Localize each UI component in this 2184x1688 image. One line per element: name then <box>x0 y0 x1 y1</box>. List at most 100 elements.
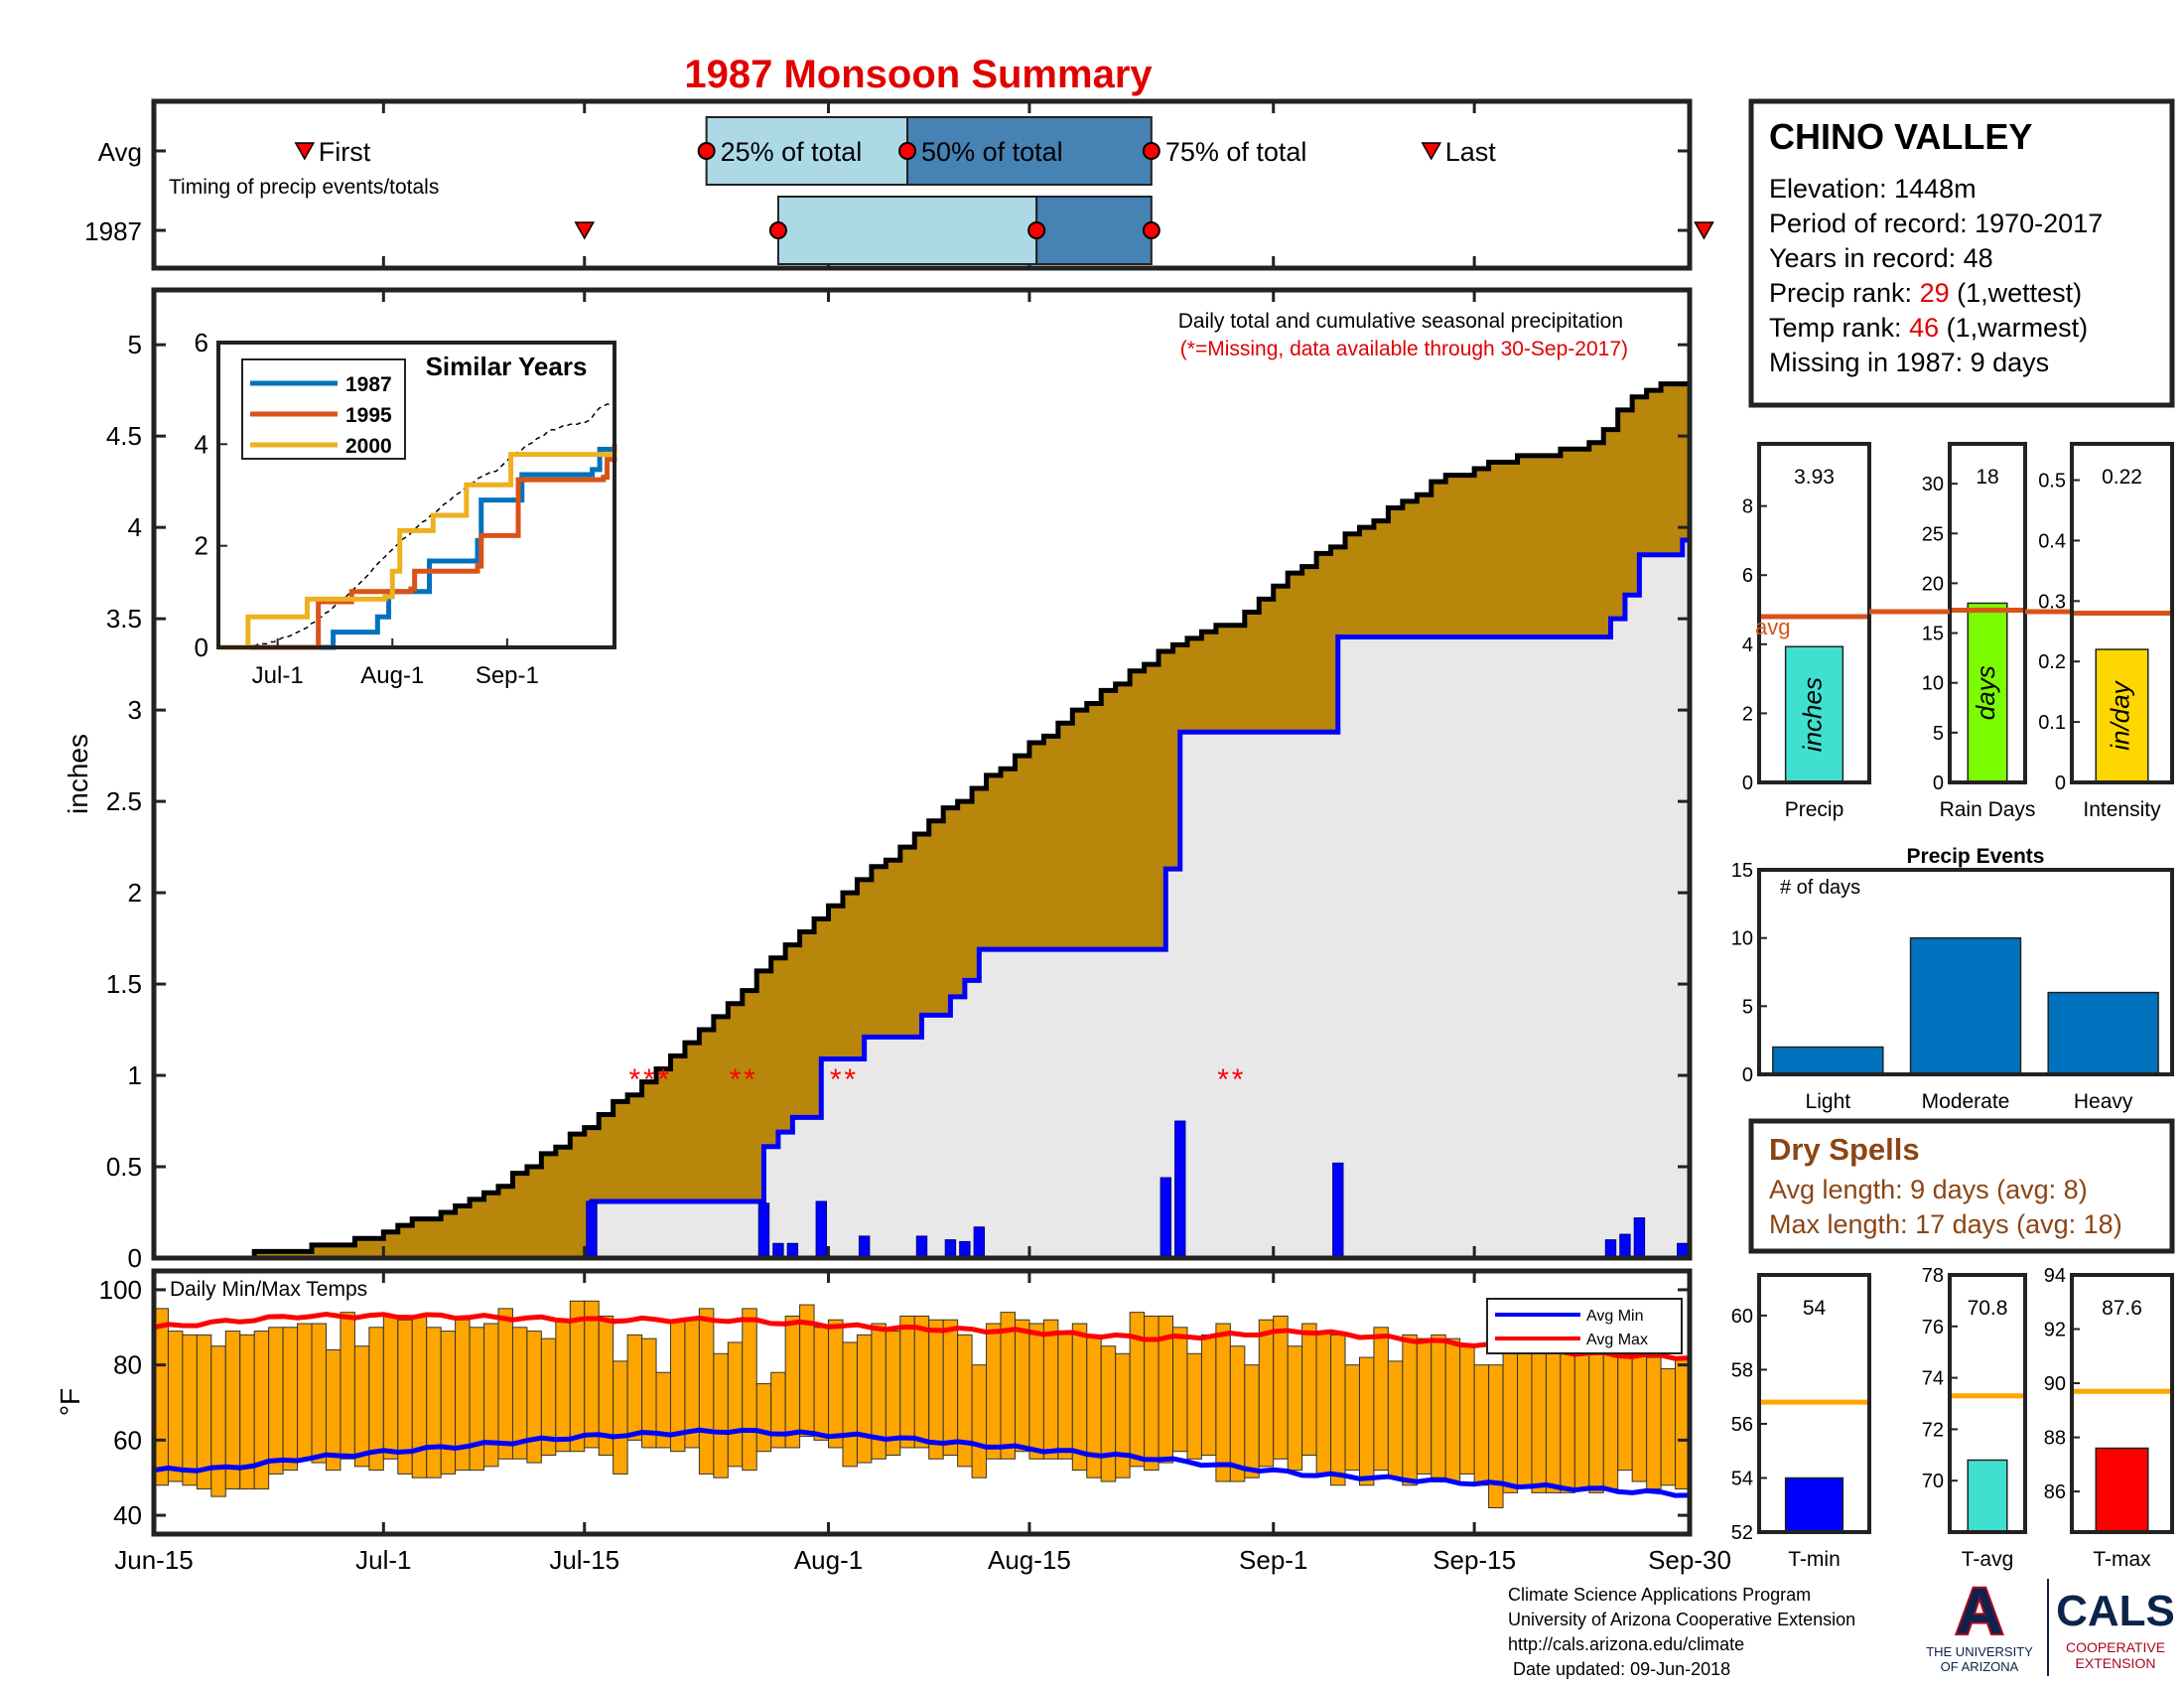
daily-temp-bar <box>784 1315 801 1449</box>
summary-value-label: 18 <box>1976 466 1998 489</box>
summary-bar <box>1967 1459 2008 1533</box>
daily-temp-bar <box>1172 1327 1188 1453</box>
summary-category-label: Precip <box>1785 798 1844 821</box>
timing-event-marker <box>294 142 316 161</box>
summary-y-tick-label: 58 <box>1731 1359 1753 1381</box>
daily-temp-bar <box>613 1360 628 1475</box>
avg-cumulative-line <box>154 377 1693 1261</box>
events-category-label: Heavy <box>2074 1090 2133 1113</box>
timing-label-25: 25% of total <box>721 137 863 167</box>
timing-caption: Timing of precip events/totals <box>169 176 439 199</box>
timing-label-first: First <box>319 137 371 167</box>
daily-temp-bar <box>1646 1356 1662 1490</box>
station-years: Years in record: 48 <box>1769 243 1993 273</box>
inset-series-line-1995 <box>218 444 617 650</box>
summary-bar <box>1784 645 1844 783</box>
daily-temp-bar <box>1014 1319 1030 1453</box>
summary-bar <box>2095 1447 2149 1533</box>
daily-temp-bar <box>813 1327 830 1441</box>
timing-label-50: 50% of total <box>921 137 1063 167</box>
summary-y-tick-label: 2 <box>1742 703 1753 725</box>
timing-percent-marker <box>768 221 787 239</box>
timing-percent-marker <box>697 142 716 160</box>
daily-temp-bar <box>526 1331 542 1464</box>
missing-day-marker: * <box>830 1063 842 1096</box>
daily-temp-bar <box>1517 1337 1533 1486</box>
summary-value-label: 3.93 <box>1794 466 1835 489</box>
daily-temp-bar <box>1631 1352 1648 1482</box>
daily-temp-bar <box>1444 1337 1461 1482</box>
timing-event-marker <box>1421 142 1442 161</box>
daily-temp-bar <box>382 1315 399 1460</box>
dry-spells-avg: Avg length: 9 days (avg: 8) <box>1769 1175 2088 1204</box>
y-tick-label: 0.5 <box>106 1152 142 1182</box>
daily-temp-bar <box>1000 1312 1016 1460</box>
daily-temp-bar <box>1244 1364 1260 1478</box>
x-tick-label: Aug-15 <box>988 1545 1071 1575</box>
events-y-tick-label: 15 <box>1731 860 1753 882</box>
daily-temp-bar <box>440 1331 457 1475</box>
events-category-label: Light <box>1806 1090 1851 1113</box>
station-missing: Missing in 1987: 9 days <box>1769 348 2049 377</box>
daily-temp-bar <box>928 1319 944 1460</box>
dry-spells-title: Dry Spells <box>1769 1132 1920 1167</box>
summary-category-label: Rain Days <box>1940 798 2036 821</box>
temps-y-tick-label: 80 <box>113 1350 142 1380</box>
summary-bar-unit-label: inches <box>1797 677 1827 752</box>
summary-y-tick-label: 0.4 <box>2038 530 2066 552</box>
daily-temp-bar <box>353 1345 370 1468</box>
daily-temp-bar <box>626 1334 643 1441</box>
summary-raindays-chart: 0 5 10 15 20 25 30 18 Rain Days days <box>1869 442 2072 821</box>
summary-y-tick-label: 30 <box>1922 474 1944 495</box>
timing-percent-marker <box>1142 221 1160 239</box>
main-chart-subtitle: (*=Missing, data available through 30-Se… <box>1180 338 1628 360</box>
summary-bar-unit-label: days <box>1971 665 2000 720</box>
timing-q1-box <box>705 116 909 186</box>
timing-row-label: Avg <box>98 137 142 167</box>
temps-legend-label: Avg Max <box>1586 1332 1648 1348</box>
summary-y-tick-label: 0.2 <box>2038 651 2066 673</box>
dry-spells-max: Max length: 17 days (avg: 18) <box>1769 1209 2122 1239</box>
summary-avg-label: avg <box>1755 615 1790 639</box>
daily-temp-bar <box>1387 1360 1404 1478</box>
summary-category-label: Intensity <box>2083 798 2161 821</box>
summary-y-tick-label: 4 <box>1742 634 1753 656</box>
main-plot-frame <box>151 287 1693 1261</box>
inset-x-tick-label: Sep-1 <box>476 662 539 689</box>
summary-precip-chart: 0 2 4 6 8 3.93 Precip inches avg <box>1742 442 1871 821</box>
missing-day-marker: * <box>643 1063 655 1096</box>
summary-y-tick-label: 10 <box>1922 673 1944 695</box>
missing-day-marker: * <box>657 1063 669 1096</box>
summary-y-tick-label: 5 <box>1933 723 1944 745</box>
daily-precip-bar <box>1619 1233 1631 1259</box>
daily-temp-bar <box>842 1341 858 1468</box>
daily-temp-bar <box>742 1308 757 1472</box>
events-annotation: # of days <box>1780 877 1860 899</box>
summary-frame <box>1757 1273 1871 1534</box>
missing-day-marker: * <box>844 1063 856 1096</box>
summary-y-tick-label: 0 <box>1742 773 1753 794</box>
daily-temp-bar <box>1545 1345 1562 1493</box>
daily-temp-bar <box>1373 1327 1389 1472</box>
avg-min-line <box>153 1427 1691 1498</box>
daily-temp-bar <box>1473 1364 1490 1486</box>
ua-logo-line-2: OF ARIZONA <box>1941 1659 2019 1674</box>
daily-precip-bar <box>586 1200 598 1259</box>
summary-y-tick-label: 78 <box>1922 1265 1944 1287</box>
daily-temp-bar <box>942 1319 959 1456</box>
summary-value-label: 54 <box>1803 1297 1827 1320</box>
daily-precip-bar <box>1332 1162 1344 1259</box>
daily-temp-bar <box>182 1334 198 1486</box>
summary-y-tick-label: 56 <box>1731 1414 1753 1436</box>
year-cumulative-fill <box>154 540 1690 1258</box>
main-chart-title: Daily total and cumulative seasonal prec… <box>1178 310 1623 333</box>
daily-precip-bar <box>944 1239 957 1259</box>
x-tick-label: Jun-15 <box>114 1545 194 1575</box>
daily-temp-bar <box>1402 1334 1418 1486</box>
daily-precip-bar <box>915 1235 928 1259</box>
daily-temp-bar <box>426 1327 442 1478</box>
events-y-tick-label: 0 <box>1742 1064 1753 1086</box>
station-period: Period of record: 1970-2017 <box>1769 209 2103 238</box>
daily-temp-bar <box>1560 1349 1575 1493</box>
inset-y-tick-label: 0 <box>195 633 208 662</box>
